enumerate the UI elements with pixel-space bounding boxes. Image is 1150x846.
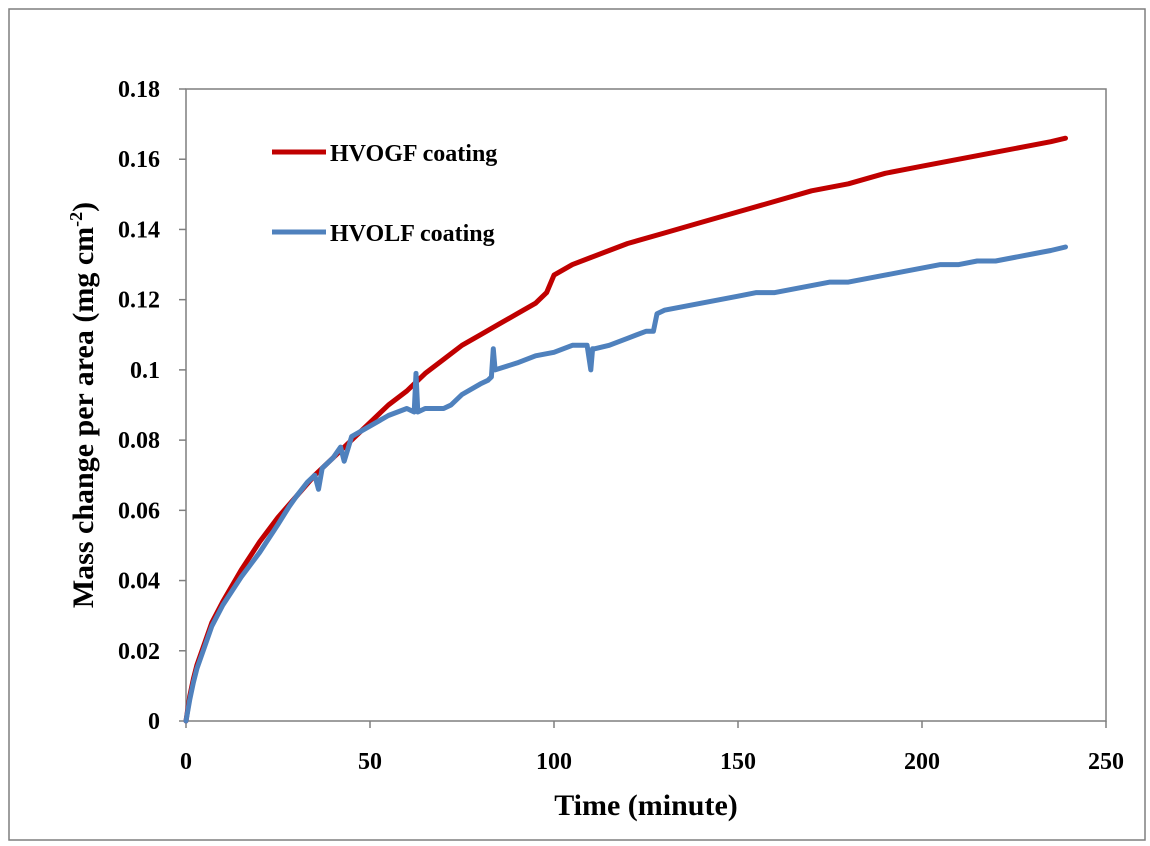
y-tick-label: 0 [148,709,160,735]
x-axis-ticks: 0 50 100 150 200 250 [180,721,1124,775]
x-tick-label: 200 [904,749,940,775]
y-tick-label: 0.12 [118,288,160,314]
series-line-hvogf [183,135,1068,724]
legend: HVOGF coating HVOLF coating [272,141,497,247]
x-tick-label: 50 [358,749,382,775]
y-tick-label: 0.18 [118,77,160,103]
x-tick-label: 150 [720,749,756,775]
y-axis-title-superscript: -2 [66,212,86,227]
y-tick-label: 0.14 [118,217,160,243]
y-tick-label: 0.08 [118,428,160,454]
y-tick-label: 0.16 [118,147,160,173]
legend-label-hvolf: HVOLF coating [330,221,495,247]
x-axis-title: Time (minute) [554,789,738,822]
y-axis-ticks: 0 0.02 0.04 0.06 0.08 0.1 0.12 0.14 0.16 0.18 [118,77,186,735]
y-tick-label: 0.1 [130,358,160,384]
legend-label-hvogf: HVOGF coating [330,141,497,167]
series-line-hvolf [183,244,1068,724]
x-tick-label: 100 [536,749,572,775]
y-axis-title-main: Mass change per area (mg cm [67,227,100,608]
y-axis-title-close: ) [67,202,100,212]
chart-border [8,8,1146,841]
y-tick-label: 0.02 [118,639,160,665]
y-tick-label: 0.04 [118,569,160,595]
y-tick-label: 0.06 [118,498,160,524]
y-axis-title: Mass change per area (mg cm-2) [66,202,100,608]
plot-area-frame [185,88,1107,722]
x-tick-label: 0 [180,749,192,775]
series-lines [183,135,1068,724]
x-tick-label: 250 [1088,749,1124,775]
